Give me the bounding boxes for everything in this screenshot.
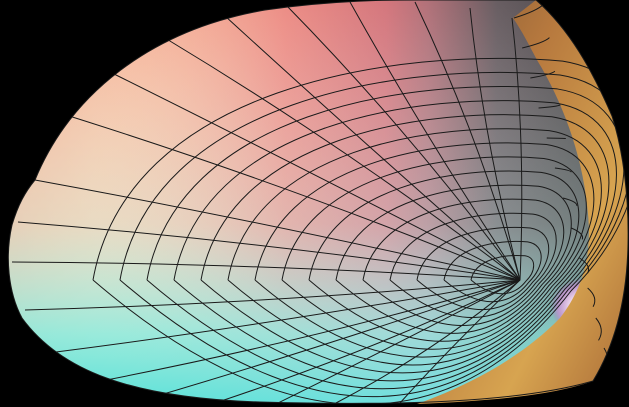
- grid-meridian-line: [414, 1, 521, 281]
- grid-meridian-line: [109, 71, 521, 281]
- grid-contour-line: [173, 100, 617, 382]
- grid-meridian-line: [224, 15, 521, 281]
- grid-contour-line: [443, 240, 542, 303]
- grid-meridian-line: [95, 279, 521, 383]
- grid-meridian-line: [11, 261, 521, 281]
- surface-outline: [7, 0, 629, 404]
- grid-contour-line: [119, 71, 629, 398]
- rim-grid-line: [562, 197, 578, 206]
- grid-meridian-line: [55, 279, 521, 353]
- grid-meridian-line: [211, 279, 521, 404]
- grid-meridian-line: [17, 221, 521, 281]
- rim-grid-line: [554, 167, 572, 173]
- grid-contour-line: [308, 170, 580, 342]
- grid-contour-line: [362, 198, 565, 326]
- grid-meridian-line: [149, 279, 521, 399]
- grid-meridian-line: [65, 114, 521, 281]
- rim-grid-line: [595, 317, 602, 341]
- grid-contour-line: [254, 142, 595, 358]
- grid-meridian-line: [511, 17, 523, 281]
- grid-contour-line: [335, 184, 572, 334]
- grid-meridian-line: [24, 279, 521, 311]
- grid-meridian-line: [335, 279, 521, 404]
- grid-meridian-line: [349, 1, 521, 281]
- outer-rim-band: [417, 0, 629, 404]
- rim-grid-line: [587, 287, 596, 307]
- grid-contour-line: [227, 128, 602, 366]
- rim-grid-line: [522, 37, 550, 49]
- grid-meridian-line: [275, 279, 521, 404]
- grid-contour-line: [92, 57, 629, 404]
- grid-meridian-line: [399, 279, 521, 404]
- grid-meridian-line: [34, 179, 521, 281]
- grid-meridian-line: [285, 4, 521, 281]
- rim-grid-line: [571, 227, 584, 240]
- rim-grid-line: [530, 70, 556, 79]
- rim-grid-line: [546, 137, 566, 140]
- grid-contour-line: [389, 212, 557, 318]
- rim-grid-line: [538, 104, 561, 109]
- rim-grid-line: [579, 257, 590, 274]
- grid-contour-line: [200, 114, 610, 374]
- grid-meridian-line: [164, 37, 521, 281]
- grid-meridian-line: [469, 7, 521, 281]
- grid-contour-line: [281, 156, 587, 350]
- wireframe-grid: [11, 1, 629, 404]
